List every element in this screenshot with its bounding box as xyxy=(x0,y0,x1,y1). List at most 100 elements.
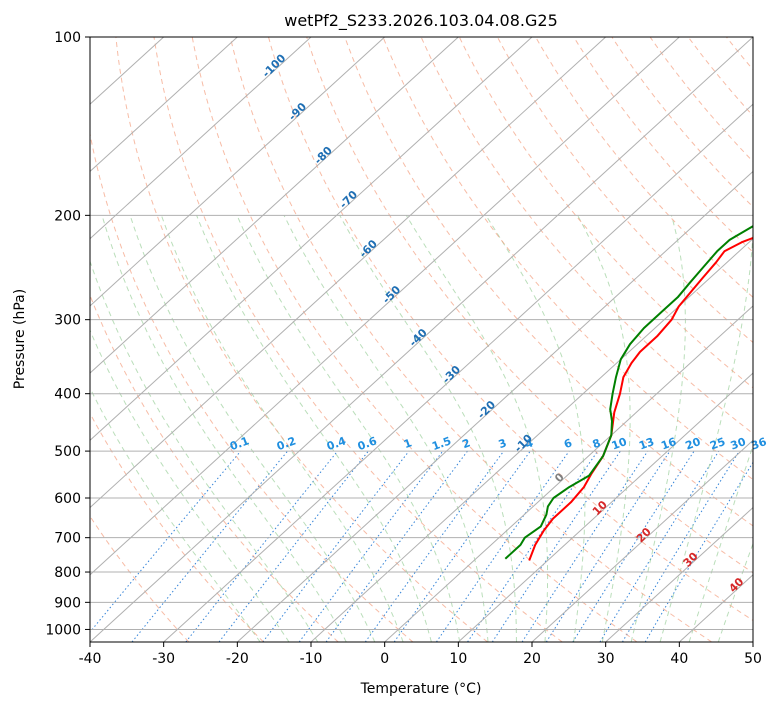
y-tick-label: 1000 xyxy=(45,622,81,638)
moist-adiabat-line xyxy=(196,215,432,642)
moist-adiabat-line xyxy=(688,444,753,642)
moist-adiabat-line xyxy=(90,387,261,642)
moist-adiabat-line xyxy=(90,259,319,642)
mixing-ratio-label: 13 xyxy=(637,435,656,452)
mixing-ratio-label: 8 xyxy=(591,436,603,451)
isotherm-line xyxy=(163,103,753,642)
y-tick-label: 200 xyxy=(54,208,81,224)
sounding-line xyxy=(528,236,753,561)
mixing-ratio-line xyxy=(218,450,369,642)
plot-frame xyxy=(89,36,754,643)
mixing-ratio-label: 0.6 xyxy=(356,434,379,453)
moist-adiabat-line xyxy=(160,215,404,642)
dry-adiabat-line xyxy=(611,37,753,208)
dry-adiabat-line xyxy=(90,293,339,642)
moist-adiabat-line xyxy=(405,215,549,642)
x-tick-label: 10 xyxy=(449,651,467,667)
dry-adiabat-line xyxy=(115,37,488,642)
mixing-ratio-label: 25 xyxy=(708,435,727,452)
isotherm-line xyxy=(531,439,753,642)
moist-adiabat-line xyxy=(630,215,686,642)
moist-adiabat-line xyxy=(485,215,586,642)
x-tick-label: -30 xyxy=(152,651,175,667)
sounding-line xyxy=(504,225,753,560)
mixing-ratio-label: 20 xyxy=(684,435,703,453)
x-tick-label: 0 xyxy=(380,651,389,667)
mixing-ratio-label: 0.2 xyxy=(275,434,298,453)
x-tick-label: 50 xyxy=(744,651,762,667)
y-tick-label: 400 xyxy=(54,387,81,403)
y-tick-label: 600 xyxy=(54,491,81,507)
mixing-ratio-label: 0.1 xyxy=(228,434,251,453)
isotherm-line xyxy=(90,37,607,509)
isotherm-line xyxy=(384,305,753,642)
dry-adiabat-line xyxy=(306,37,753,574)
mixing-ratio-label: 4 xyxy=(523,436,535,451)
x-tick-label: 20 xyxy=(523,651,541,667)
dry-adiabat-line xyxy=(649,37,753,163)
dry-adiabat-line xyxy=(496,37,753,344)
mixing-ratio-line xyxy=(599,450,720,642)
isotherm-line xyxy=(605,506,753,642)
mixing-ratio-line xyxy=(644,461,753,642)
moist-adiabat-line xyxy=(577,215,631,642)
isotherm-line xyxy=(90,37,386,307)
moist-adiabat-line xyxy=(339,215,517,642)
y-tick-label: 700 xyxy=(54,531,81,547)
y-tick-label: 500 xyxy=(54,444,81,460)
mixing-ratio-label: 1 xyxy=(402,436,414,451)
mixing-ratio-label: 2 xyxy=(461,436,473,451)
moist-adiabat-line xyxy=(236,215,461,642)
y-tick-label: 100 xyxy=(54,30,81,46)
moist-adiabat-line xyxy=(90,328,290,642)
isotherm-line xyxy=(310,237,753,642)
moist-adiabat-line xyxy=(659,221,753,642)
x-tick-label: 40 xyxy=(670,651,688,667)
x-tick-label: -40 xyxy=(79,651,102,667)
mixing-ratio-label: 10 xyxy=(610,435,629,453)
dry-adiabat-line xyxy=(765,37,775,642)
isotherm-line xyxy=(90,37,312,240)
mixing-ratio-line xyxy=(364,450,505,642)
dry-adiabat-line xyxy=(191,37,638,642)
dry-adiabat-line xyxy=(382,37,753,481)
x-tick-label: -20 xyxy=(226,651,249,667)
dry-adiabat-line xyxy=(573,37,753,253)
chart-title: wetPf2_S233.2026.103.04.08.G25 xyxy=(284,11,558,31)
y-axis-label: Pressure (hPa) xyxy=(12,289,28,389)
isotherm-line xyxy=(236,170,753,642)
moist-adiabat-line xyxy=(717,542,753,642)
isotherm-line xyxy=(90,37,680,576)
mixing-ratio-line xyxy=(545,450,671,642)
dry-adiabat-line xyxy=(90,515,190,642)
mixing-ratio-label: 36 xyxy=(749,435,768,453)
mixing-ratio-label: 0.4 xyxy=(325,434,348,453)
dry-adiabat-line xyxy=(90,412,264,642)
x-tick-label: 30 xyxy=(597,651,615,667)
mixing-ratio-label: 30 xyxy=(729,435,748,453)
dry-adiabat-line xyxy=(90,131,414,642)
isotherm-line xyxy=(457,372,753,642)
y-tick-label: 900 xyxy=(54,595,81,611)
mixing-ratio-label: 3 xyxy=(497,436,509,451)
mixing-ratio-line xyxy=(393,450,531,642)
mixing-ratio-label: 1.5 xyxy=(430,434,453,453)
moist-adiabat-line xyxy=(129,215,376,642)
mixing-ratio-label: 16 xyxy=(659,435,678,453)
y-tick-label: 800 xyxy=(54,565,81,581)
dry-adiabat-line xyxy=(229,37,712,642)
mixing-ratio-line xyxy=(131,450,288,642)
mixing-ratio-line xyxy=(90,450,242,633)
y-tick-label: 300 xyxy=(54,313,81,329)
isotherm-line xyxy=(90,37,533,442)
isotherm-line xyxy=(90,37,753,642)
moist-adiabat-line xyxy=(101,215,347,642)
mixing-ratio-line xyxy=(262,450,410,642)
isotherm-line xyxy=(90,37,459,374)
dry-adiabat-line xyxy=(535,37,753,298)
mixing-ratio-label: 6 xyxy=(562,436,574,451)
isotherm-line xyxy=(752,641,753,642)
dry-adiabat-line xyxy=(268,37,753,622)
isotherm-line xyxy=(90,37,238,173)
